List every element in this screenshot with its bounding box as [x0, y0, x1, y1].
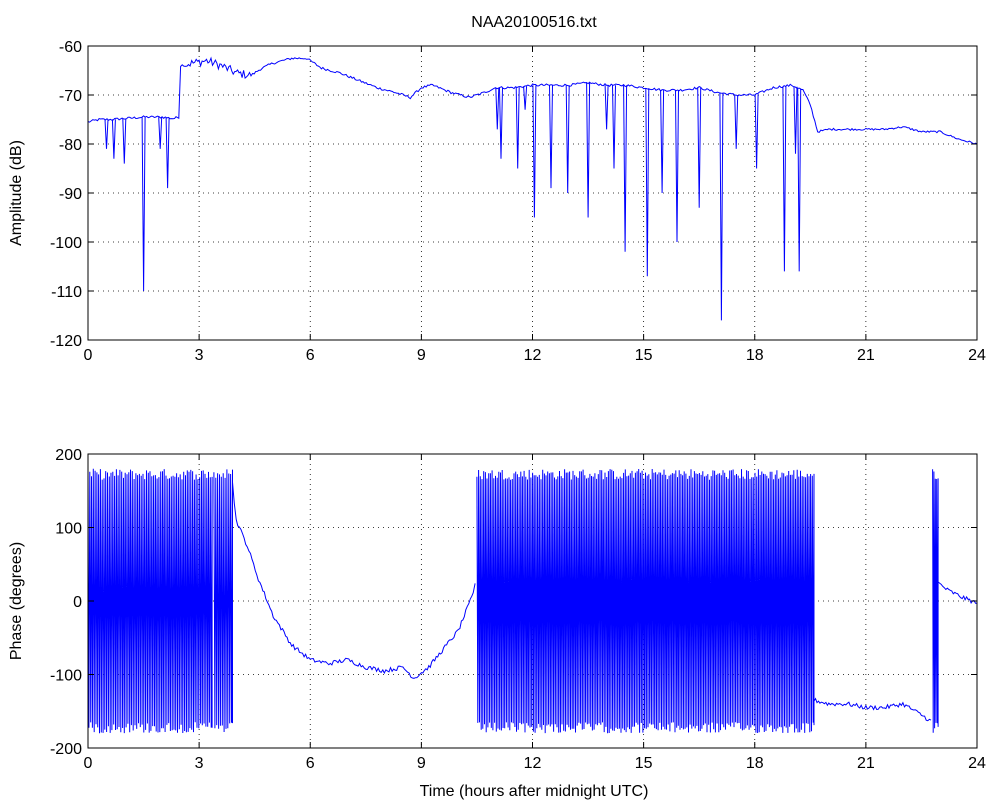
- amplitude-spike: [604, 85, 609, 130]
- amplitude-spike: [660, 90, 665, 194]
- amplitude-series: [87, 56, 978, 321]
- phase-xtick-label: 12: [524, 755, 542, 772]
- amplitude-spike: [523, 86, 528, 110]
- amplitude-ticks: 0 3 6 9 12 15 18 21 24 -120 -110 -100 -90 -80 -70 -60: [50, 39, 986, 364]
- amplitude-ytick-label: -100: [50, 235, 82, 252]
- amplitude-spike: [623, 85, 628, 252]
- phase-xtick-label: 0: [84, 755, 93, 772]
- amplitude-spike: [697, 87, 702, 208]
- amplitude-spike: [586, 82, 591, 218]
- amplitude-panel: 0 3 6 9 12 15 18 21 24 -120 -110 -100 -90 -80 -70 -60 A…: [8, 39, 986, 364]
- amplitude-xtick-label: 12: [524, 347, 542, 364]
- phase-xtick-label: 15: [635, 755, 653, 772]
- phase-wrap-band: [476, 468, 815, 734]
- amplitude-xtick-label: 9: [417, 347, 426, 364]
- amplitude-xtick-label: 18: [746, 347, 764, 364]
- chart-title: NAA20100516.txt: [471, 14, 597, 31]
- amplitude-xtick-label: 0: [84, 347, 93, 364]
- phase-xtick-label: 9: [417, 755, 426, 772]
- amplitude-spike: [782, 86, 787, 272]
- amplitude-spike: [719, 92, 724, 321]
- phase-series: [87, 468, 977, 734]
- phase-xtick-label: 18: [746, 755, 764, 772]
- amplitude-spike: [499, 87, 503, 159]
- amplitude-spike: [612, 85, 616, 169]
- amplitude-ytick-label: -70: [59, 88, 82, 105]
- phase-ytick-label: 100: [55, 521, 82, 538]
- amplitude-xtick-label: 6: [306, 347, 315, 364]
- amplitude-spike: [104, 119, 109, 149]
- amplitude-spike: [675, 90, 679, 243]
- time-xlabel: Time (hours after midnight UTC): [420, 783, 649, 800]
- amplitude-xtick-label: 3: [195, 347, 204, 364]
- amplitude-spike: [734, 94, 739, 149]
- amplitude-spike: [158, 117, 163, 149]
- amplitude-spike: [515, 87, 520, 169]
- amplitude-spike: [549, 85, 553, 189]
- phase-ylabel: Phase (degrees): [8, 542, 25, 660]
- amplitude-spike: [111, 119, 116, 159]
- amplitude-spike: [565, 85, 570, 194]
- amplitude-spike: [797, 88, 802, 272]
- phase-xtick-label: 6: [306, 755, 315, 772]
- amplitude-ytick-label: -90: [59, 186, 82, 203]
- amplitude-ytick-label: -60: [59, 39, 82, 56]
- phase-series-line: [232, 482, 977, 722]
- amplitude-ytick-label: -110: [51, 284, 82, 301]
- phase-xtick-label: 3: [195, 755, 204, 772]
- amplitude-grid: [88, 46, 977, 340]
- amplitude-spike: [532, 85, 537, 218]
- amplitude-xtick-label: 21: [857, 347, 875, 364]
- phase-xtick-label: 21: [857, 755, 875, 772]
- amplitude-xtick-label: 15: [635, 347, 653, 364]
- amplitude-spike: [165, 117, 170, 189]
- amplitude-spike: [495, 87, 500, 130]
- phase-wrap-band: [932, 469, 939, 733]
- amplitude-series-line: [87, 56, 978, 145]
- amplitude-ylabel: Amplitude (dB): [8, 140, 25, 246]
- amplitude-ytick-label: -80: [59, 137, 82, 154]
- amplitude-ytick-label: -120: [50, 333, 82, 350]
- phase-wrap-band: [213, 469, 233, 733]
- phase-ytick-label: -100: [50, 668, 82, 685]
- amplitude-spike: [793, 86, 798, 154]
- amplitude-spike: [754, 94, 759, 169]
- phase-ytick-label: -200: [50, 741, 82, 758]
- amplitude-spike: [645, 88, 650, 277]
- phase-panel: 0 3 6 9 12 15 18 21 24 -200 -100 0 100 200 Phase (deg…: [8, 447, 986, 800]
- amplitude-xtick-label: 24: [968, 347, 986, 364]
- phase-ytick-label: 200: [55, 447, 82, 464]
- phase-wrap-band: [87, 468, 213, 734]
- phase-xtick-label: 24: [968, 755, 986, 772]
- phase-ytick-label: 0: [73, 594, 82, 611]
- amplitude-spike: [122, 118, 127, 164]
- amplitude-spike: [141, 117, 146, 292]
- phase-ticks: 0 3 6 9 12 15 18 21 24 -200 -100 0 100 200: [50, 447, 986, 772]
